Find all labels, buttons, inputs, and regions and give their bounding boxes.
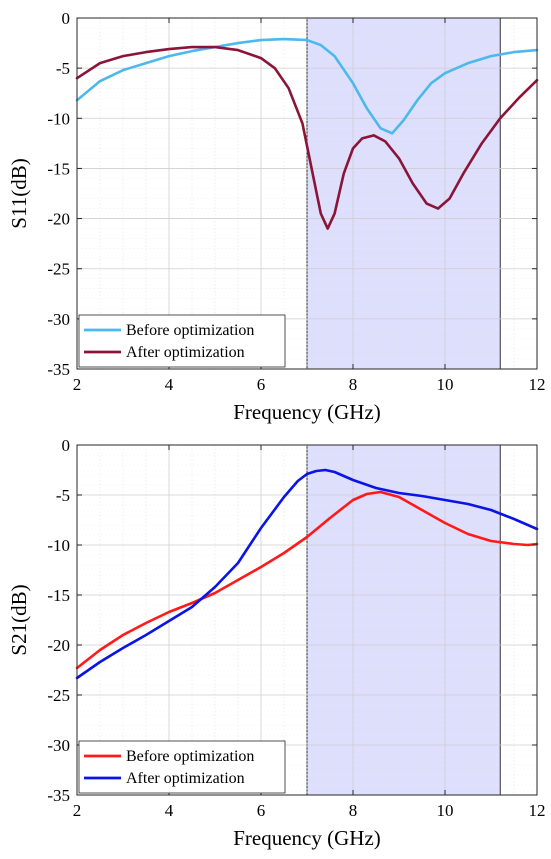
- shaded-band: [306, 17, 501, 370]
- x-tick-label: 2: [73, 801, 82, 820]
- legend: Before optimization After optimization: [78, 314, 286, 368]
- shaded-band: [306, 444, 501, 796]
- y-tick-label: -25: [47, 686, 70, 705]
- series-line-after: [75, 468, 539, 680]
- legend-box: [78, 314, 286, 368]
- y-tick-label: -25: [47, 260, 70, 279]
- x-tick-label: 12: [529, 801, 546, 820]
- series-line-before: [75, 490, 539, 670]
- chart-2: 2 4 6 8 10 12 0 -5 -10 -15 -20 -25 -30 -35 Frequency (…: [7, 436, 546, 850]
- y-tick-label: -5: [56, 59, 70, 78]
- axes-box: [76, 444, 538, 796]
- legend-label: After optimization: [126, 344, 245, 361]
- legend-box: [78, 740, 286, 794]
- y-tick-label: -15: [47, 159, 70, 178]
- x-tick-label: 6: [257, 801, 266, 820]
- x-tick-label: 10: [437, 375, 454, 394]
- x-axis-label: Frequency (GHz): [233, 400, 381, 424]
- y-tick-label: -10: [47, 109, 70, 128]
- y-tick-label: -35: [47, 360, 70, 379]
- y-tick-label: -20: [47, 636, 70, 655]
- y-tick-label: -20: [47, 210, 70, 229]
- y-tick-label: 0: [62, 9, 71, 28]
- x-axis-label: Frequency (GHz): [233, 826, 381, 850]
- y-axis-label: S21(dB): [7, 584, 31, 655]
- series-line-before: [75, 37, 539, 135]
- y-tick-label: 0: [62, 436, 71, 455]
- chart-1: 2 4 6 8 10 12 0 -5 -10 -15 -20 -25 -30 -35 Frequency (…: [7, 9, 546, 424]
- y-tick-label: -35: [47, 786, 70, 805]
- series-line-after: [75, 45, 539, 230]
- legend-label: Before optimization: [126, 748, 254, 765]
- x-tick-label: 8: [349, 801, 358, 820]
- x-tick-label: 12: [529, 375, 546, 394]
- x-tick-label: 6: [257, 375, 266, 394]
- legend-label: Before optimization: [126, 322, 254, 339]
- x-tick-label: 4: [165, 801, 174, 820]
- axes-box: [76, 17, 538, 370]
- y-tick-label: -30: [47, 310, 70, 329]
- legend: Before optimization After optimization: [78, 740, 286, 794]
- y-tick-label: -30: [47, 736, 70, 755]
- y-tick-label: -15: [47, 586, 70, 605]
- x-tick-label: 4: [165, 375, 174, 394]
- legend-label: After optimization: [126, 770, 245, 787]
- x-tick-label: 2: [73, 375, 82, 394]
- y-axis-label: S11(dB): [7, 158, 31, 228]
- y-tick-label: -10: [47, 536, 70, 555]
- x-tick-label: 8: [349, 375, 358, 394]
- y-tick-label: -5: [56, 486, 70, 505]
- x-tick-label: 10: [437, 801, 454, 820]
